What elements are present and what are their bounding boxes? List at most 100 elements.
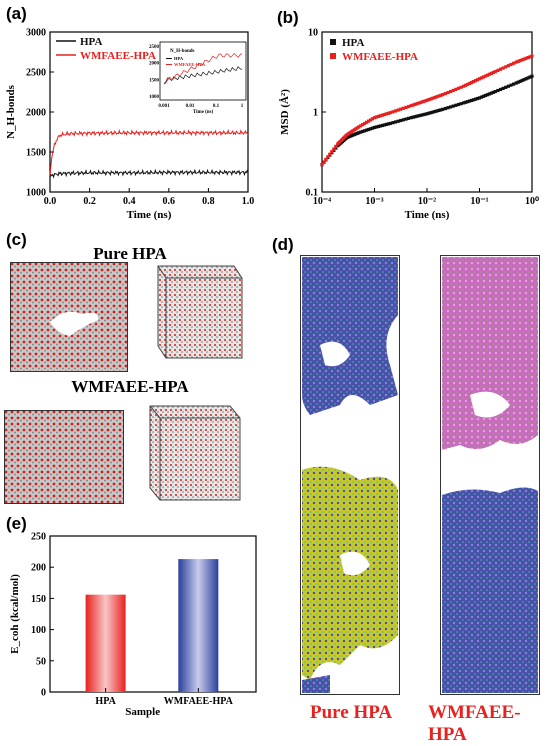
snapshot-wmfaee-hpa-2d — [4, 410, 124, 504]
b-point-hpa — [483, 93, 488, 98]
b-point-wmfaee-hpa — [451, 88, 455, 93]
b-point-wmfaee-hpa — [324, 157, 328, 162]
b-point-wmfaee-hpa — [382, 112, 386, 117]
b-point-wmfaee-hpa — [326, 155, 330, 159]
a-inset-frame — [159, 41, 247, 101]
b-point-hpa — [372, 125, 377, 130]
a-x-tick-label: 0.8 — [202, 196, 215, 207]
b-point-hpa — [359, 130, 363, 134]
b-point-hpa — [501, 86, 505, 90]
panel-label-a: (a) — [6, 4, 27, 23]
a-inset-y-label: N_H-bonds — [170, 49, 195, 54]
b-point-wmfaee-hpa — [368, 118, 373, 122]
snapshot-d-wmfaee-hpa — [440, 255, 540, 695]
b-y-tick-label: 0.1 — [306, 188, 319, 199]
b-point-wmfaee-hpa — [439, 93, 443, 97]
b-y-axis-label: MSD (Å²) — [279, 89, 291, 135]
b-point-wmfaee-hpa — [522, 57, 526, 61]
b-point-wmfaee-hpa — [406, 104, 411, 109]
b-point-wmfaee-hpa — [374, 115, 379, 119]
b-point-hpa — [506, 84, 510, 88]
b-point-wmfaee-hpa — [411, 103, 415, 107]
b-point-wmfaee-hpa — [332, 147, 336, 151]
b-x-tick-label: 10⁻³ — [365, 196, 383, 207]
a-x-tick-label: 0.6 — [163, 196, 176, 207]
b-point-wmfaee-hpa — [328, 152, 332, 156]
b-point-wmfaee-hpa — [526, 55, 530, 60]
b-point-hpa — [399, 118, 403, 123]
chart-a: 0.0 0.2 0.4 0.6 0.8 1.0 1000 1500 2000 2500 3000 Ti… — [5, 28, 255, 222]
b-point-hpa — [504, 85, 508, 89]
b-point-hpa — [429, 111, 433, 115]
b-point-hpa — [388, 121, 392, 126]
b-point-hpa — [471, 98, 476, 102]
b-point-wmfaee-hpa — [361, 123, 365, 127]
b-point-wmfaee-hpa — [421, 100, 425, 104]
b-legend-swatch — [330, 53, 336, 59]
b-point-hpa — [466, 100, 470, 104]
b-point-hpa — [417, 114, 421, 118]
b-point-wmfaee-hpa — [359, 124, 363, 128]
b-point-hpa — [374, 125, 379, 129]
a-inset-y-tick-label: 2000 — [149, 62, 160, 67]
b-point-wmfaee-hpa — [366, 119, 371, 123]
b-point-wmfaee-hpa — [477, 77, 482, 81]
a-y-axis-label: N_H-bonds — [5, 84, 17, 139]
a-inset-x-label: Time (ns) — [193, 110, 214, 115]
b-point-hpa — [404, 117, 408, 121]
e-y-axis-label: E_coh (kcal/mol) — [9, 574, 21, 654]
b-point-wmfaee-hpa — [435, 95, 439, 99]
b-point-wmfaee-hpa — [466, 82, 470, 86]
b-point-wmfaee-hpa — [518, 59, 522, 63]
b-point-wmfaee-hpa — [419, 100, 423, 104]
b-point-hpa — [415, 114, 419, 118]
b-point-hpa — [437, 108, 441, 113]
b-point-hpa — [421, 113, 425, 117]
a-legend-label: HPA — [80, 36, 102, 48]
e-y-tick-label: 250 — [31, 532, 46, 543]
b-point-wmfaee-hpa — [357, 125, 361, 129]
b-point-hpa — [493, 89, 497, 94]
a-inset-y-tick-label: 1500 — [149, 78, 160, 83]
b-point-wmfaee-hpa — [437, 94, 441, 98]
b-point-hpa — [496, 88, 500, 93]
e-x-tick-label: WMFAEE-HPA — [164, 696, 234, 707]
b-y-tick-label: 1 — [313, 108, 318, 119]
b-point-hpa — [514, 81, 518, 85]
b-point-hpa — [386, 122, 390, 126]
b-point-hpa — [469, 98, 474, 102]
b-point-wmfaee-hpa — [459, 85, 463, 89]
a-inset-y-tick-label: 1000 — [149, 95, 160, 100]
b-point-wmfaee-hpa — [511, 61, 516, 65]
b-point-hpa — [491, 90, 495, 94]
b-x-tick-label: 10⁰ — [525, 196, 539, 207]
panel-label-d: (d) — [272, 235, 294, 254]
b-point-wmfaee-hpa — [380, 113, 385, 117]
b-point-hpa — [419, 113, 423, 117]
b-point-hpa — [413, 115, 417, 119]
b-point-hpa — [468, 99, 472, 103]
snapshot-wmfaee-hpa-3d — [149, 405, 241, 501]
b-point-hpa — [361, 129, 365, 134]
e-y-tick-label: 150 — [31, 594, 46, 605]
b-point-wmfaee-hpa — [370, 117, 375, 121]
b-point-wmfaee-hpa — [473, 79, 478, 83]
b-point-wmfaee-hpa — [514, 60, 518, 64]
b-point-wmfaee-hpa — [404, 105, 408, 110]
b-point-wmfaee-hpa — [491, 70, 495, 75]
b-point-hpa — [528, 75, 532, 79]
b-point-wmfaee-hpa — [429, 97, 433, 101]
a-x-tick-label: 1.0 — [242, 196, 255, 207]
snapshot-pure-hpa-3d — [157, 265, 243, 359]
chart-e: 0 50 100 150 200 250 HPA WMFAEE-HPA Sample E_coh … — [9, 532, 257, 718]
b-point-wmfaee-hpa — [372, 116, 377, 120]
b-point-wmfaee-hpa — [520, 58, 524, 62]
b-point-wmfaee-hpa — [449, 89, 453, 94]
b-point-hpa — [456, 102, 461, 107]
b-point-wmfaee-hpa — [363, 121, 367, 126]
b-point-hpa — [391, 121, 395, 125]
b-point-hpa — [520, 78, 524, 83]
b-x-tick-label: 10⁻² — [418, 196, 436, 207]
b-point-hpa — [530, 74, 534, 78]
a-series-wmfaee-hpa — [49, 128, 249, 176]
